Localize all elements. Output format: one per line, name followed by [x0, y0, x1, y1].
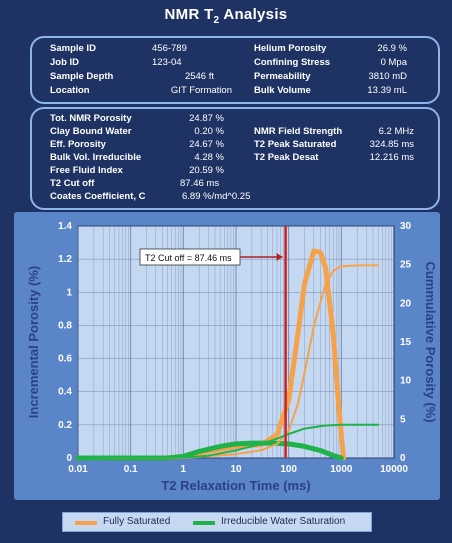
x-tick-label: 100	[280, 464, 297, 475]
legend-swatch-irreducible	[193, 521, 215, 525]
y-tick-label: 0.6	[58, 354, 72, 365]
field-label: Location	[50, 85, 90, 96]
field-label: Sample Depth	[50, 71, 114, 82]
cutoff-label: T2 Cut off = 87.46 ms	[145, 253, 232, 263]
y-tick-label: 0.8	[58, 320, 72, 331]
y2-tick-label: 10	[400, 376, 412, 387]
field-value: 87.46 ms	[180, 178, 220, 189]
legend-label-saturated: Fully Saturated	[103, 516, 171, 527]
x-tick-label: 10000	[380, 464, 408, 475]
field-value: 456-789	[152, 43, 187, 54]
field-label: Confining Stress	[254, 57, 331, 68]
page-title: NMR T2 Analysis	[164, 6, 288, 26]
nmr-results-panel: Tot. NMR Porosity 24.87 % Clay Bound Wat…	[30, 107, 440, 210]
y-tick-label: 1.4	[58, 221, 72, 232]
field-value: 3810 mD	[368, 71, 407, 82]
field-label: Coates Coefficient, C	[50, 191, 146, 202]
field-value: 26.9 %	[377, 43, 407, 54]
y2-tick-label: 20	[400, 298, 412, 309]
field-label: Sample ID	[50, 43, 96, 54]
series-line	[75, 440, 344, 461]
field-label: Bulk Vol. Irreducible	[50, 152, 142, 163]
y-tick-label: 0.2	[58, 420, 72, 431]
field-label: T2 Peak Desat	[254, 152, 319, 163]
field-label: Helium Porosity	[254, 43, 327, 54]
nmr-t2-chart: T2 Cut off = 87.46 ms 0 0.2 0.4 0.6 0.8 1 1.2 1.…	[26, 221, 438, 493]
y2-tick-label: 30	[400, 221, 412, 232]
x-tick-label: 10	[230, 464, 242, 475]
field-label: T2 Cut off	[50, 178, 95, 189]
field-value: GIT Formation	[170, 85, 232, 96]
field-label: NMR Field Strength	[254, 126, 343, 137]
y-axis-label: Incremental Porosity (%)	[26, 266, 41, 418]
x-tick-label: 1	[181, 464, 187, 475]
field-value: 13.39 mL	[367, 85, 407, 96]
field-value: 0.20 %	[194, 126, 224, 137]
chart-legend: Fully Saturated Irreducible Water Satura…	[62, 512, 372, 532]
field-label: Tot. NMR Porosity	[50, 113, 132, 124]
y2-axis-label: Cummulative Porosity (%)	[423, 261, 438, 422]
field-value: 4.28 %	[194, 152, 224, 163]
y-tick-label: 1	[66, 287, 72, 298]
chart-area: T2 Cut off = 87.46 ms 0 0.2 0.4 0.6 0.8 1 1.2 1.…	[14, 212, 440, 500]
sample-info-panel: Sample ID 456-789 Job ID 123-04 Sample D…	[30, 36, 440, 104]
field-label: Free Fluid Index	[50, 165, 123, 176]
field-label: Job ID	[50, 57, 80, 68]
field-value: 24.87 %	[189, 113, 224, 124]
field-label: Clay Bound Water	[50, 126, 132, 137]
field-label: Bulk Volume	[254, 85, 311, 96]
series-line	[77, 264, 380, 459]
series-line	[77, 423, 380, 459]
y-tick-label: 0	[66, 453, 72, 464]
field-label: Permeability	[254, 71, 311, 82]
legend-swatch-saturated	[75, 521, 97, 525]
field-value: 24.67 %	[189, 139, 224, 150]
field-value: 6.2 MHz	[378, 126, 414, 137]
y2-tick-label: 15	[400, 337, 412, 348]
field-value: 324.85 ms	[369, 139, 414, 150]
field-value: 0 Mpa	[380, 57, 407, 68]
legend-label-irreducible: Irreducible Water Saturation	[221, 516, 346, 527]
field-value: 12.216 ms	[369, 152, 414, 163]
field-value: 123-04	[152, 57, 182, 68]
field-value: 20.59 %	[189, 165, 224, 176]
field-value: 2546 ft	[184, 71, 214, 82]
x-tick-label: 1000	[330, 464, 353, 475]
field-label: Eff. Porosity	[50, 139, 106, 150]
y2-tick-label: 0	[400, 453, 406, 464]
x-tick-label: 0.1	[124, 464, 138, 475]
y2-tick-label: 25	[400, 260, 412, 271]
x-tick-label: 0.01	[68, 464, 88, 475]
cutoff-arrowhead	[276, 253, 283, 261]
y-tick-label: 0.4	[58, 387, 72, 398]
field-value: 6.89 %/md^0.25	[182, 191, 251, 202]
field-label: T2 Peak Saturated	[254, 139, 337, 150]
x-axis-label: T2 Relaxation Time (ms)	[161, 478, 310, 493]
y2-tick-label: 5	[400, 414, 406, 425]
y-tick-label: 1.2	[58, 254, 72, 265]
